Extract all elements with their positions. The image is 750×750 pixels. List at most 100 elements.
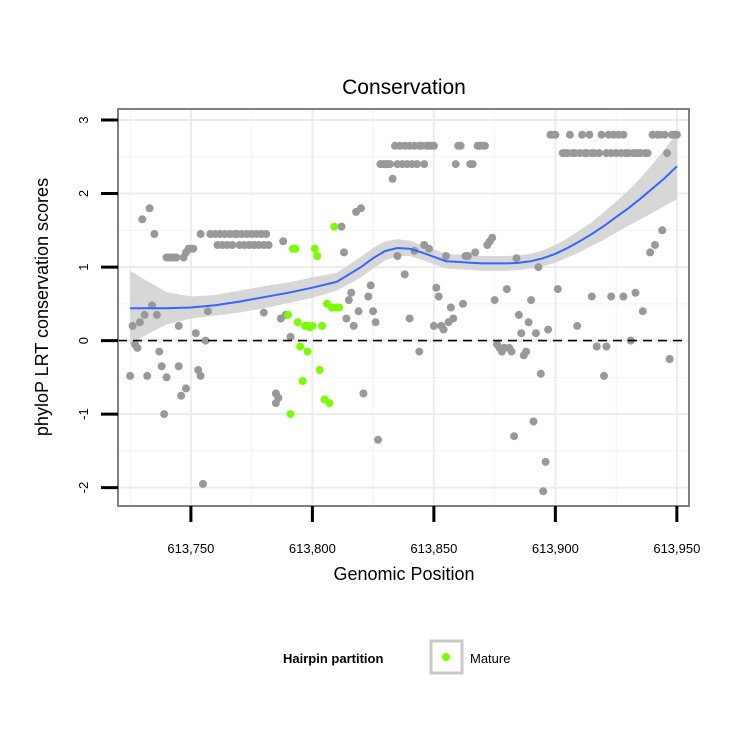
data-point-other xyxy=(157,362,166,371)
data-point-mature xyxy=(335,303,344,312)
data-point-mature xyxy=(291,244,300,253)
data-point-other xyxy=(463,252,472,260)
data-point-other xyxy=(191,329,200,338)
x-axis-title: Genomic Position xyxy=(333,564,474,584)
data-point-other xyxy=(602,342,611,351)
data-point-other xyxy=(619,130,628,139)
data-point-other xyxy=(631,288,640,297)
legend-title: Hairpin partition xyxy=(283,651,383,666)
data-point-other xyxy=(502,285,511,294)
data-point-other xyxy=(199,479,207,488)
data-point-mature xyxy=(296,342,305,351)
x-axis: 613,750 613,800 613,850 613,900 613,950 xyxy=(167,506,700,556)
data-point-other xyxy=(405,314,414,323)
data-point-other xyxy=(133,343,142,352)
data-point-other xyxy=(162,373,171,382)
data-point-other xyxy=(172,253,181,262)
x-tick-label: 613,750 xyxy=(167,541,214,556)
data-point-other xyxy=(638,307,647,316)
y-tick-label: 0 xyxy=(76,337,91,344)
data-point-mature xyxy=(318,321,327,330)
data-point-other xyxy=(592,342,601,351)
data-point-other xyxy=(425,244,433,253)
data-point-other xyxy=(490,296,499,305)
data-point-other xyxy=(507,347,516,356)
data-point-other xyxy=(434,292,443,301)
data-point-other xyxy=(135,318,144,327)
data-point-other xyxy=(347,288,356,297)
data-point-other xyxy=(658,226,667,235)
data-point-other xyxy=(541,457,550,466)
data-point-other xyxy=(150,230,159,238)
smooth-line xyxy=(118,165,689,342)
data-point-other xyxy=(174,321,183,330)
data-point-other xyxy=(578,130,587,139)
data-point-other xyxy=(369,307,378,316)
data-point-other xyxy=(359,389,368,398)
data-point-other xyxy=(514,310,523,319)
data-point-other xyxy=(364,292,373,301)
data-point-other xyxy=(468,160,477,169)
data-point-other xyxy=(517,329,526,338)
data-point-other xyxy=(524,318,533,327)
data-point-other xyxy=(126,371,135,380)
data-point-other xyxy=(451,160,460,169)
data-point-other xyxy=(573,321,582,330)
data-point-other xyxy=(456,141,465,150)
data-point-other xyxy=(155,347,164,356)
data-point-other xyxy=(342,314,351,323)
data-point-other xyxy=(371,318,380,327)
data-point-other xyxy=(152,310,161,319)
y-tick-label: 3 xyxy=(76,116,91,123)
data-point-other xyxy=(529,417,538,426)
x-tick-label: 613,900 xyxy=(532,541,579,556)
data-point-other xyxy=(587,292,596,301)
data-point-other xyxy=(349,321,358,330)
data-point-other xyxy=(357,204,365,213)
data-point-other xyxy=(597,130,606,139)
data-point-mature xyxy=(325,399,334,408)
data-point-mature xyxy=(308,321,317,330)
data-point-other xyxy=(415,347,424,356)
data-point-other xyxy=(228,241,237,249)
data-point-other xyxy=(274,393,283,402)
data-point-other xyxy=(344,296,353,305)
data-point-other xyxy=(539,487,548,496)
data-point-other xyxy=(259,308,268,317)
legend-label-mature: Mature xyxy=(470,651,510,666)
plot-area xyxy=(117,108,690,507)
data-point-other xyxy=(429,321,438,330)
data-point-other xyxy=(660,130,669,139)
data-point-other xyxy=(551,130,560,139)
data-point-other xyxy=(536,369,545,378)
data-point-other xyxy=(143,371,152,380)
data-point-other xyxy=(386,160,395,169)
data-point-other xyxy=(201,336,210,345)
data-point-other xyxy=(429,141,438,150)
data-point-mature xyxy=(315,366,324,374)
data-point-other xyxy=(480,141,489,150)
data-point-other xyxy=(646,248,655,257)
x-tick-label: 613,850 xyxy=(410,541,457,556)
chart-title: Conservation xyxy=(342,76,466,99)
data-point-other xyxy=(366,281,375,290)
data-point-other xyxy=(595,149,604,158)
data-point-other xyxy=(189,244,198,253)
data-point-other xyxy=(512,254,521,263)
data-point-other xyxy=(374,435,382,444)
data-point-other xyxy=(449,314,458,323)
loess-smooth-line xyxy=(130,165,678,310)
data-point-other xyxy=(196,230,205,238)
data-point-other xyxy=(607,292,616,301)
data-point-other xyxy=(488,233,497,242)
data-point-other xyxy=(534,263,543,272)
data-point-other xyxy=(439,325,448,334)
data-point-other xyxy=(262,230,271,238)
data-point-other xyxy=(203,307,212,316)
data-point-other xyxy=(432,283,441,292)
data-point-other xyxy=(412,160,421,169)
data-point-other xyxy=(531,329,540,338)
data-point-other xyxy=(337,222,346,231)
confidence-band xyxy=(130,133,677,345)
